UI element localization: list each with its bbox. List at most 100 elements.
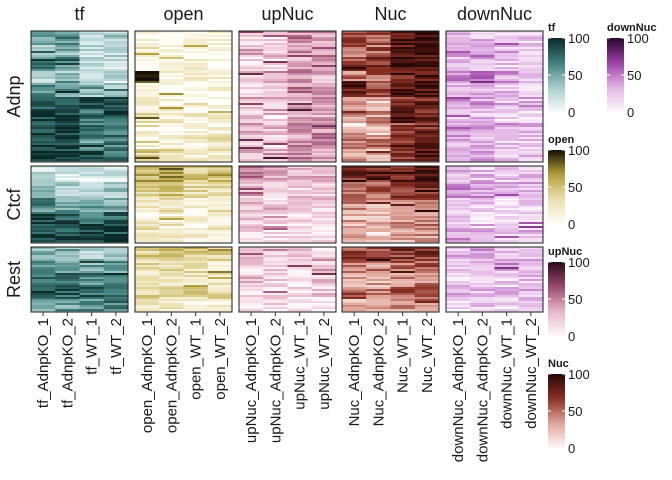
heat-cell xyxy=(390,97,416,100)
heat-cell xyxy=(414,297,440,300)
heat-cell xyxy=(183,261,209,264)
heat-cell xyxy=(414,234,440,237)
heat-cell xyxy=(183,220,209,223)
heat-cell xyxy=(239,236,264,239)
heat-cell xyxy=(31,261,56,264)
heat-cell xyxy=(311,95,337,98)
heat-cell xyxy=(239,47,264,50)
heat-cell xyxy=(263,159,288,162)
heat-cell xyxy=(263,240,288,243)
heat-cell xyxy=(135,51,160,54)
heat-cell xyxy=(446,230,471,233)
heat-cell xyxy=(311,35,337,38)
heat-cell xyxy=(518,251,544,254)
heat-cell xyxy=(183,293,209,296)
heat-cell xyxy=(518,39,544,42)
heat-cell xyxy=(55,31,80,34)
heat-cell xyxy=(414,147,440,150)
heat-cell xyxy=(239,265,264,268)
heat-cell xyxy=(159,97,184,100)
heat-cell xyxy=(518,45,544,48)
heat-cell xyxy=(207,247,233,250)
legend-tick-label: 0 xyxy=(568,217,575,232)
heat-cell xyxy=(263,45,288,48)
heat-cell xyxy=(470,309,495,312)
heat-cell xyxy=(287,31,313,34)
heat-cell xyxy=(207,289,233,292)
heat-cell xyxy=(311,135,337,138)
heat-cell xyxy=(159,41,184,44)
heat-cell xyxy=(263,198,288,201)
heat-cell xyxy=(390,109,416,112)
heat-cell xyxy=(79,141,105,144)
heat-cell xyxy=(390,234,416,237)
heat-cell xyxy=(518,236,544,239)
heat-cell xyxy=(183,47,209,50)
panel-rest-downNuc xyxy=(445,246,544,313)
heat-cell xyxy=(366,69,391,72)
heat-cell xyxy=(31,222,56,225)
heat-cell xyxy=(414,117,440,120)
heat-cell xyxy=(79,67,105,70)
heat-cell xyxy=(518,103,544,106)
heat-cell xyxy=(366,172,391,175)
heat-cell xyxy=(414,39,440,42)
heat-cell xyxy=(446,277,471,280)
heat-cell xyxy=(366,295,391,298)
heat-cell xyxy=(518,303,544,306)
heat-cell xyxy=(135,174,160,177)
heat-cell xyxy=(446,111,471,114)
heat-cell xyxy=(207,218,233,221)
heat-cell xyxy=(287,184,313,187)
heat-cell xyxy=(470,79,495,82)
heat-cell xyxy=(183,101,209,104)
heat-cell xyxy=(135,47,160,50)
heat-cell xyxy=(79,31,105,34)
heat-cell xyxy=(287,178,313,181)
heat-cell xyxy=(263,79,288,82)
heat-cell xyxy=(287,186,313,189)
heat-cell xyxy=(207,220,233,223)
heat-cell xyxy=(390,228,416,231)
heat-cell xyxy=(470,259,495,262)
heat-cell xyxy=(263,91,288,94)
heat-cell xyxy=(518,208,544,211)
heat-cell xyxy=(470,295,495,298)
heat-cell xyxy=(494,240,520,243)
heat-cell xyxy=(79,289,105,292)
heat-cell xyxy=(103,83,129,86)
heat-cell xyxy=(159,55,184,58)
heat-cell xyxy=(342,265,367,268)
heat-cell xyxy=(414,63,440,66)
heat-cell xyxy=(390,210,416,213)
heat-cell xyxy=(287,113,313,116)
heat-cell xyxy=(103,107,129,110)
heat-cell xyxy=(414,238,440,241)
heat-cell xyxy=(390,265,416,268)
heat-cell xyxy=(55,228,80,231)
heat-cell xyxy=(287,253,313,256)
heat-cell xyxy=(55,39,80,42)
heat-cell xyxy=(518,55,544,58)
heat-cell xyxy=(414,157,440,160)
heat-cell xyxy=(31,73,56,76)
heat-cell xyxy=(287,297,313,300)
heat-cell xyxy=(414,190,440,193)
heat-cell xyxy=(135,202,160,205)
heat-cell xyxy=(239,222,264,225)
heat-cell xyxy=(470,31,495,34)
heat-cell xyxy=(470,51,495,54)
heat-cell xyxy=(135,269,160,272)
heat-cell xyxy=(518,226,544,229)
heat-cell xyxy=(446,257,471,260)
legend-title: Nuc xyxy=(548,358,569,370)
heat-cell xyxy=(207,190,233,193)
heat-cell xyxy=(183,267,209,270)
heat-cell xyxy=(103,255,129,258)
heat-cell xyxy=(470,216,495,219)
heat-cell xyxy=(239,101,264,104)
heat-cell xyxy=(311,251,337,254)
heat-cell xyxy=(311,255,337,258)
heat-cell xyxy=(446,218,471,221)
heat-cell xyxy=(414,222,440,225)
